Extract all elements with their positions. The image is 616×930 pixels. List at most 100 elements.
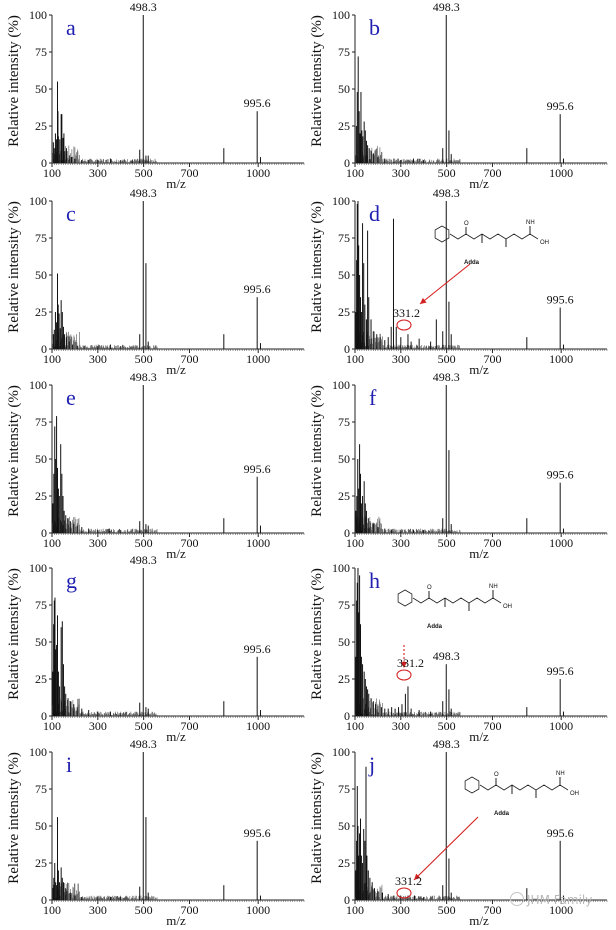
y-tick-label: 50 (35, 82, 47, 96)
spectrum-panel-h: Relative intensity (%) 0 25 50 75 100 100 300 50… (309, 561, 608, 744)
x-tick-label: 500 (135, 352, 153, 366)
peak-label: 995.6 (244, 826, 271, 840)
amine-group: NH (526, 220, 535, 226)
y-axis-title: Relative intensity (%) (6, 752, 22, 884)
panel-letter: c (66, 201, 76, 226)
y-tick-label: 50 (338, 819, 350, 833)
y-tick-label: 50 (338, 268, 350, 282)
peak-label: 498.3 (433, 186, 460, 200)
oxygen-atom: O (464, 221, 469, 227)
y-tick-label: 100 (332, 194, 350, 208)
hydroxyl-group: OH (540, 240, 549, 246)
y-axis-title: Relative intensity (%) (6, 15, 22, 147)
adda-arrow (419, 263, 471, 305)
y-tick-label: 75 (338, 415, 350, 429)
peak-label: 498.3 (433, 370, 460, 384)
y-tick-label: 0 (41, 156, 47, 170)
spectrum-panel-j: Relative intensity (%) 0 25 50 75 100 100 300 50… (309, 737, 608, 928)
y-tick-label: 100 (332, 8, 350, 22)
adda-arrowhead (414, 873, 421, 880)
hydroxyl-group: OH (570, 791, 579, 797)
carbon-chain (479, 784, 569, 791)
watermark: JHM Family (510, 892, 592, 907)
x-tick-label: 500 (135, 719, 153, 733)
y-axis-title: Relative intensity (%) (309, 568, 325, 700)
peak-label: 498.3 (130, 0, 157, 14)
spectrum-panel-b: Relative intensity (%) 0 25 50 75 100 100 300 50… (309, 0, 608, 191)
x-tick-label: 300 (392, 352, 410, 366)
spectrum-panel-d: Relative intensity (%) 0 25 50 75 100 100 300 50… (309, 186, 608, 377)
peak-label: 498.3 (433, 0, 460, 14)
spectrum-panel-i: Relative intensity (%) 0 25 50 75 100 100 300 50… (6, 737, 305, 928)
x-tick-label: 100 (43, 352, 61, 366)
x-axis-title: m/z (166, 913, 186, 928)
x-axis-title: m/z (469, 362, 489, 377)
x-axis-title: m/z (166, 362, 186, 377)
adda-peak-highlight (396, 319, 412, 331)
adda-structure: O NH OH Adda (397, 584, 512, 630)
x-tick-label: 700 (180, 903, 198, 917)
y-tick-label: 100 (29, 8, 47, 22)
y-tick-label: 75 (35, 415, 47, 429)
y-tick-label: 75 (338, 45, 350, 59)
peak-label: 995.6 (244, 462, 271, 476)
adda-peak-highlight (396, 887, 412, 899)
x-tick-label: 700 (483, 903, 501, 917)
y-tick-label: 0 (41, 709, 47, 723)
x-tick-label: 500 (438, 166, 456, 180)
spectrum-panel-c: Relative intensity (%) 0 25 50 75 100 100 300 50… (6, 186, 305, 377)
watermark-text: JHM Family (527, 893, 593, 907)
y-tick-label: 25 (338, 305, 350, 319)
peak-label: 498.3 (130, 737, 157, 751)
y-axis-title: Relative intensity (%) (6, 201, 22, 333)
x-tick-label: 100 (346, 166, 364, 180)
x-tick-label: 700 (180, 536, 198, 550)
y-tick-label: 25 (35, 489, 47, 503)
y-tick-label: 0 (41, 526, 47, 540)
x-tick-label: 300 (392, 719, 410, 733)
adda-peak-highlight (396, 669, 412, 681)
x-tick-label: 100 (346, 903, 364, 917)
peak-label: 995.6 (244, 282, 271, 296)
x-axis-title: m/z (469, 913, 489, 928)
carbon-chain (449, 233, 539, 240)
adda-arrow (413, 816, 479, 881)
x-tick-label: 300 (89, 352, 107, 366)
x-tick-label: 1000 (246, 166, 270, 180)
y-tick-label: 100 (29, 745, 47, 759)
benzene-ring (397, 589, 413, 607)
amine-group: NH (489, 584, 498, 590)
adda-label: Adda (464, 260, 480, 266)
adda-arrowhead (401, 662, 407, 668)
x-tick-label: 700 (180, 166, 198, 180)
y-tick-label: 0 (41, 893, 47, 907)
y-axis-title: Relative intensity (%) (6, 385, 22, 517)
y-tick-label: 25 (338, 119, 350, 133)
y-tick-label: 25 (338, 672, 350, 686)
peak-label: 995.6 (547, 664, 574, 678)
panel-letter: b (369, 15, 380, 40)
y-tick-label: 25 (35, 856, 47, 870)
amine-group: NH (556, 771, 565, 777)
y-tick-label: 100 (29, 194, 47, 208)
y-tick-label: 25 (338, 489, 350, 503)
y-tick-label: 25 (35, 305, 47, 319)
y-tick-label: 75 (35, 45, 47, 59)
panel-letter: e (66, 385, 76, 410)
x-tick-label: 1000 (246, 719, 270, 733)
y-tick-label: 75 (35, 782, 47, 796)
y-axis-title: Relative intensity (%) (6, 568, 22, 700)
benzene-ring (464, 776, 480, 794)
y-tick-label: 0 (344, 526, 350, 540)
y-tick-label: 0 (41, 342, 47, 356)
oxygen-atom: O (494, 772, 499, 778)
x-tick-label: 1000 (549, 352, 573, 366)
y-tick-label: 100 (29, 561, 47, 575)
x-tick-label: 700 (180, 352, 198, 366)
x-tick-label: 1000 (549, 166, 573, 180)
y-tick-label: 50 (338, 452, 350, 466)
x-tick-label: 300 (89, 536, 107, 550)
adda-label: Adda (494, 811, 510, 817)
oxygen-atom: O (427, 585, 432, 591)
